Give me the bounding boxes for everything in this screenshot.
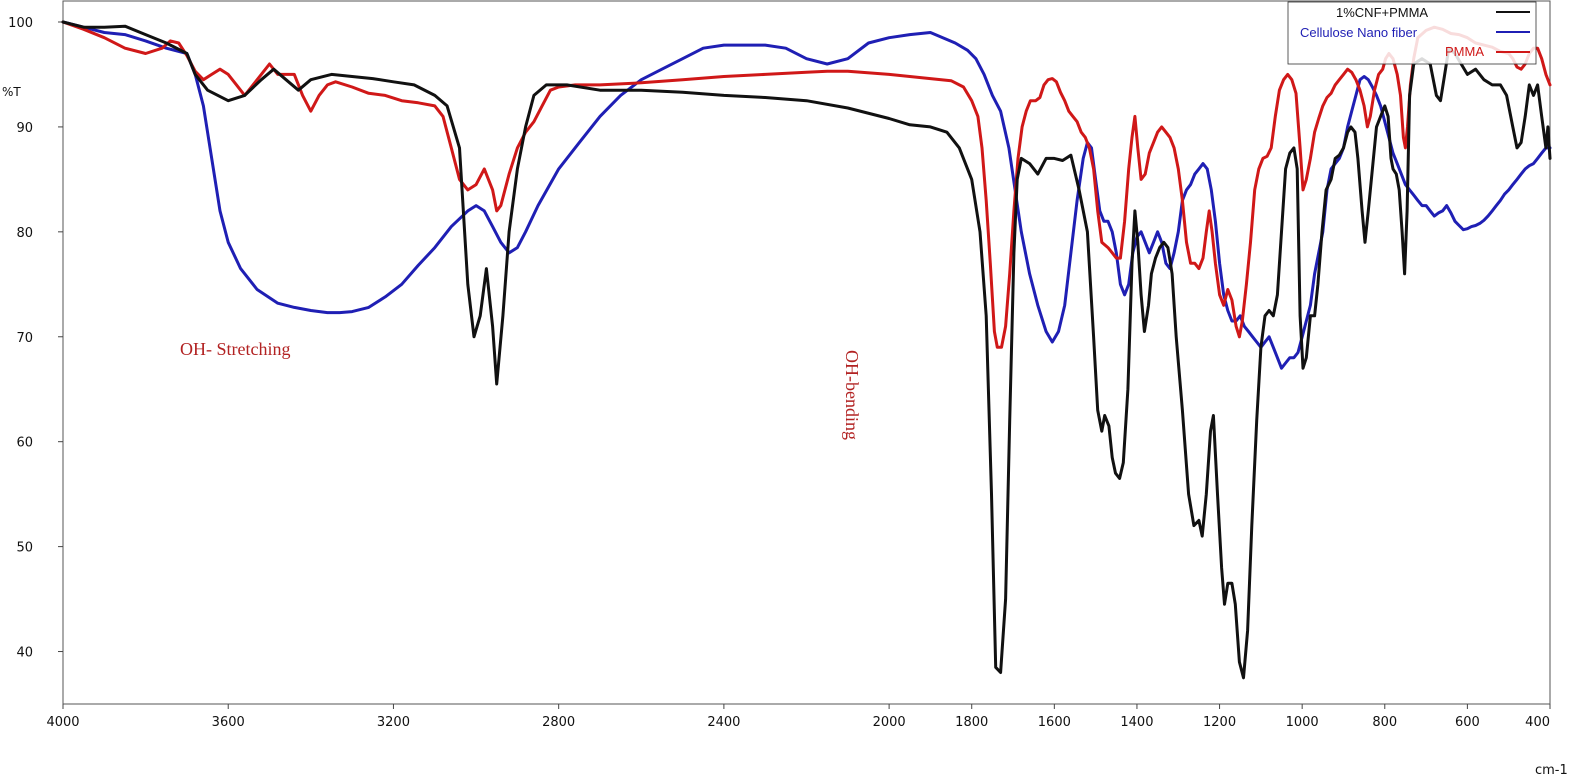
- x-axis-label: cm-1: [1535, 763, 1568, 778]
- annotation-oh-stretching: OH- Stretching: [180, 339, 290, 359]
- annotation-oh-bending: OH-bending: [842, 350, 862, 440]
- legend-label-3: PMMA: [1445, 44, 1484, 59]
- series-layer: [61, 20, 1552, 680]
- series-line-1-cnf-pmma: [61, 20, 1552, 680]
- x-tick-label: 2800: [542, 715, 575, 730]
- x-tick-label: 3600: [212, 715, 245, 730]
- x-tick-labels: 4000 3600 3200 2800 2400 2000 1800 1600 1400 1200…: [46, 715, 1550, 730]
- x-tick-label: 1200: [1203, 715, 1236, 730]
- series-line-pmma: [61, 20, 1552, 349]
- y-tick-label: 80: [16, 226, 33, 241]
- y-tick-label: 60: [16, 436, 33, 451]
- x-tick-label: 4000: [46, 715, 79, 730]
- y-tick-label: 90: [16, 121, 33, 136]
- y-tick-labels: 100 90 80 70 60 50 40: [8, 16, 33, 661]
- x-tick-label: 1000: [1286, 715, 1319, 730]
- x-tick-label: 2400: [707, 715, 740, 730]
- legend-label-1: 1%CNF+PMMA: [1336, 5, 1428, 20]
- y-tick-label: 100: [8, 16, 33, 31]
- legend-label-2: Cellulose Nano fiber: [1300, 25, 1418, 40]
- plot-frame: [62, 0, 1551, 705]
- y-tick-label: 70: [16, 331, 33, 346]
- x-tick-label: 1600: [1038, 715, 1071, 730]
- x-tick-label: 3200: [377, 715, 410, 730]
- x-tick-label: 400: [1525, 715, 1550, 730]
- y-tick-label: 50: [16, 541, 33, 556]
- tick-marks: [58, 21, 1551, 709]
- x-tick-label: 600: [1455, 715, 1480, 730]
- x-tick-label: 800: [1372, 715, 1397, 730]
- legend-box: [1287, 1, 1537, 65]
- x-tick-label: 2000: [873, 715, 906, 730]
- legend: 1%CNF+PMMA Cellulose Nano fiber PMMA: [1287, 1, 1537, 65]
- y-tick-label: 40: [16, 646, 33, 661]
- x-tick-label: 1800: [955, 715, 988, 730]
- y-axis-label: %T: [2, 85, 21, 99]
- x-tick-label: 1400: [1120, 715, 1153, 730]
